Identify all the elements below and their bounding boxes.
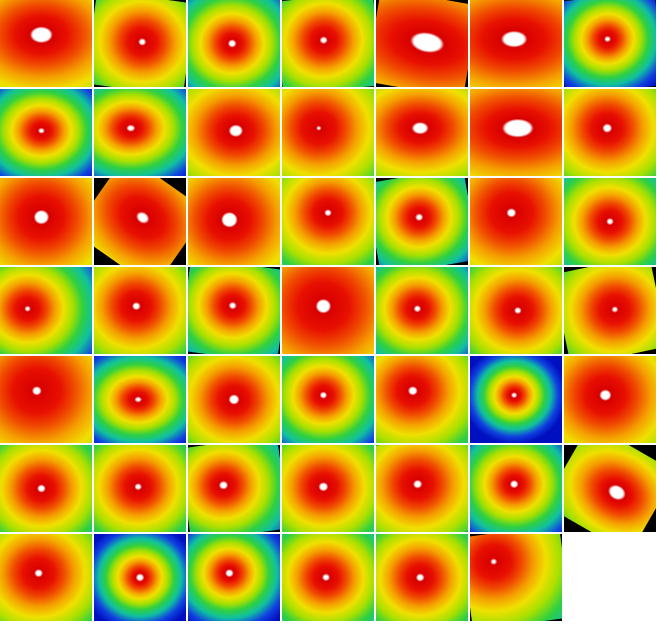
heatmap-image — [376, 89, 468, 176]
tile — [188, 356, 280, 443]
tile — [188, 534, 280, 621]
heatmap-image — [0, 89, 92, 176]
tile — [282, 445, 374, 532]
heatmap-image — [0, 267, 92, 354]
heatmap-image — [188, 178, 280, 265]
heatmap-image — [470, 0, 562, 87]
tile — [564, 267, 656, 354]
tile — [0, 445, 92, 532]
tile — [376, 356, 468, 443]
tile — [94, 89, 186, 176]
heatmap-image — [564, 445, 656, 532]
heatmap-image — [94, 0, 186, 87]
tile — [282, 356, 374, 443]
heatmap-image — [470, 267, 562, 354]
heatmap-image — [376, 0, 468, 87]
heatmap-image — [376, 356, 468, 443]
tile — [0, 356, 92, 443]
heatmap-image — [188, 0, 280, 87]
tile — [0, 0, 92, 87]
heatmap-image — [94, 356, 186, 443]
tile — [94, 534, 186, 621]
tile — [564, 89, 656, 176]
heatmap-image — [470, 356, 562, 443]
heatmap-image — [564, 89, 656, 176]
heatmap-image — [564, 0, 656, 87]
tile — [564, 0, 656, 87]
heatmap-image — [470, 445, 562, 532]
tile — [282, 267, 374, 354]
tile — [376, 267, 468, 354]
heatmap-image — [376, 267, 468, 354]
heatmap-image — [0, 356, 92, 443]
tile — [470, 445, 562, 532]
heatmap-image — [376, 445, 468, 532]
tile — [0, 178, 92, 265]
tile — [470, 0, 562, 87]
heatmap-image — [282, 534, 374, 621]
heatmap-image — [564, 356, 656, 443]
heatmap-image — [94, 89, 186, 176]
tile — [470, 178, 562, 265]
tile — [0, 89, 92, 176]
tile — [470, 267, 562, 354]
tile — [94, 445, 186, 532]
heatmap-image — [94, 178, 186, 265]
tile — [376, 178, 468, 265]
heatmap-image — [470, 89, 562, 176]
heatmap-image — [0, 534, 92, 621]
tile — [282, 178, 374, 265]
tile — [282, 89, 374, 176]
heatmap-image — [0, 178, 92, 265]
heatmap-image — [188, 267, 280, 354]
tile — [282, 0, 374, 87]
tile — [470, 89, 562, 176]
heatmap-image — [0, 0, 92, 87]
tile — [376, 0, 468, 87]
heatmap-image — [188, 89, 280, 176]
heatmap-image — [470, 178, 562, 265]
tile — [94, 178, 186, 265]
heatmap-image — [282, 0, 374, 87]
heatmap-image — [376, 534, 468, 621]
tile — [0, 267, 92, 354]
tile — [564, 178, 656, 265]
heatmap-image — [188, 534, 280, 621]
heatmap-image — [282, 445, 374, 532]
heatmap-image — [94, 267, 186, 354]
tile — [564, 445, 656, 532]
heatmap-image — [188, 445, 280, 532]
heatmap-image — [376, 178, 468, 265]
tile — [376, 89, 468, 176]
tile — [188, 89, 280, 176]
tile — [564, 356, 656, 443]
tile — [376, 445, 468, 532]
heatmap-image — [282, 267, 374, 354]
tile — [94, 267, 186, 354]
heatmap-image — [564, 267, 656, 354]
heatmap-image — [0, 445, 92, 532]
tile — [470, 356, 562, 443]
heatmap-image — [282, 89, 374, 176]
tile — [188, 178, 280, 265]
heatmap-image — [94, 445, 186, 532]
heatmap-image — [282, 356, 374, 443]
tile — [0, 534, 92, 621]
tile — [188, 445, 280, 532]
tile — [470, 534, 562, 621]
tile — [188, 267, 280, 354]
heatmap-image — [282, 178, 374, 265]
heatmap-image — [564, 178, 656, 265]
tile — [282, 534, 374, 621]
heatmap-image — [94, 534, 186, 621]
heatmap-image — [188, 356, 280, 443]
tile — [376, 534, 468, 621]
heatmap-image — [470, 534, 562, 621]
tile — [94, 356, 186, 443]
tile — [94, 0, 186, 87]
tile — [188, 0, 280, 87]
